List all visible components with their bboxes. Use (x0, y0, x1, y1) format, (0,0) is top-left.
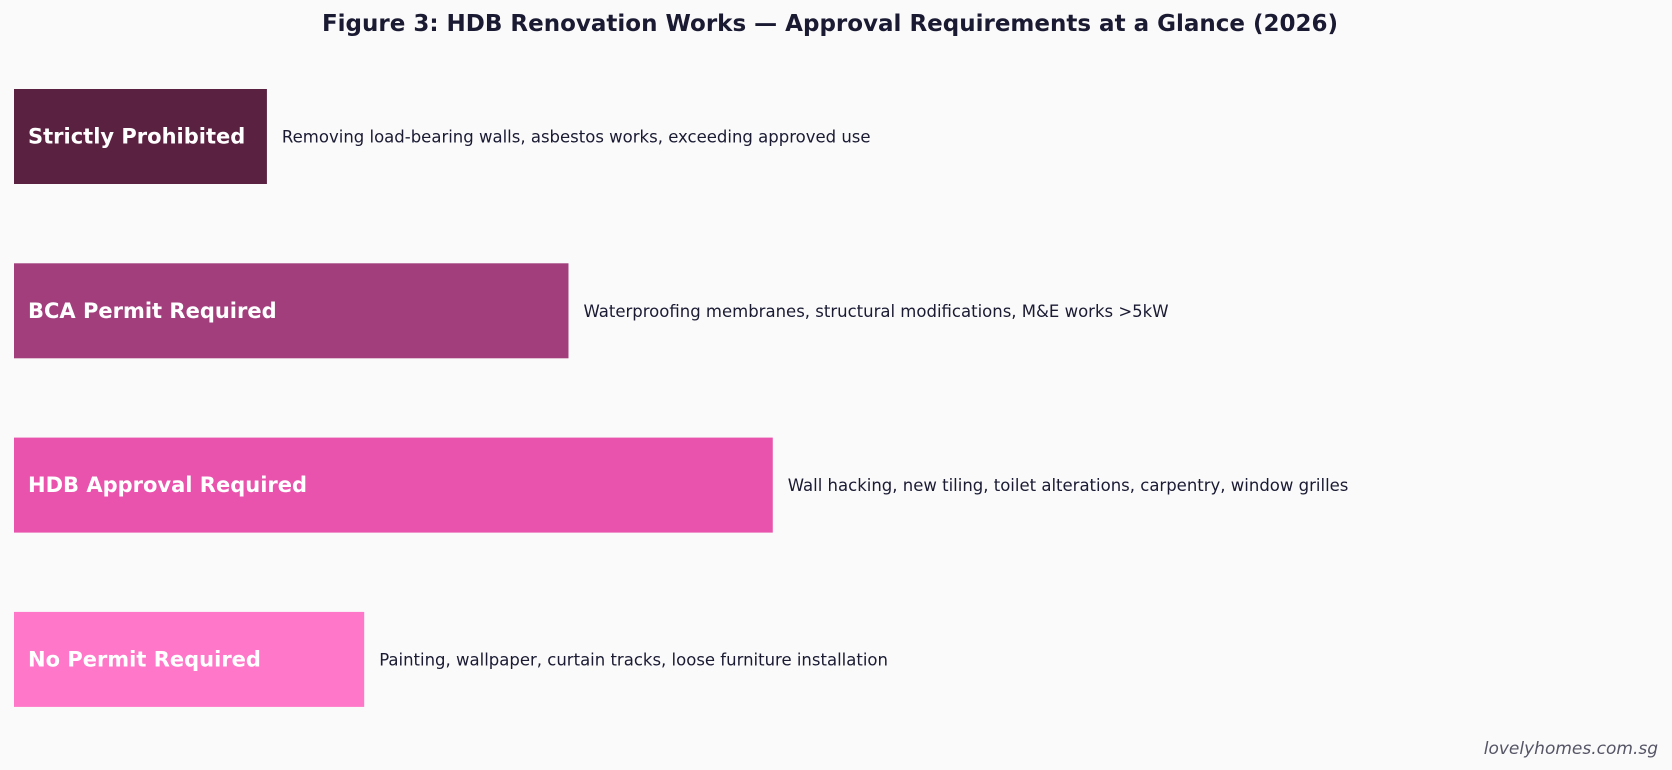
bar-label-3: No Permit Required (28, 647, 261, 671)
bar-description-3: Painting, wallpaper, curtain tracks, loo… (379, 650, 888, 669)
bars-group: Strictly Prohibited Removing load-bearing… (14, 89, 1348, 707)
bar-label-0: Strictly Prohibited (28, 125, 245, 149)
watermark: lovelyhomes.com.sg (1484, 739, 1658, 759)
bar-1 (14, 263, 569, 359)
bar-description-0: Removing load-bearing walls, asbestos wo… (282, 128, 871, 147)
bar-description-2: Wall hacking, new tiling, toilet alterat… (788, 476, 1349, 495)
chart-title: Figure 3: HDB Renovation Works — Approva… (322, 11, 1338, 37)
bar-3 (14, 611, 365, 707)
bar-label-1: BCA Permit Required (28, 299, 277, 323)
bar-0 (14, 89, 267, 184)
bar-description-1: Waterproofing membranes, structural modi… (583, 302, 1168, 321)
bar-2 (14, 437, 773, 533)
bar-label-2: HDB Approval Required (28, 473, 307, 497)
